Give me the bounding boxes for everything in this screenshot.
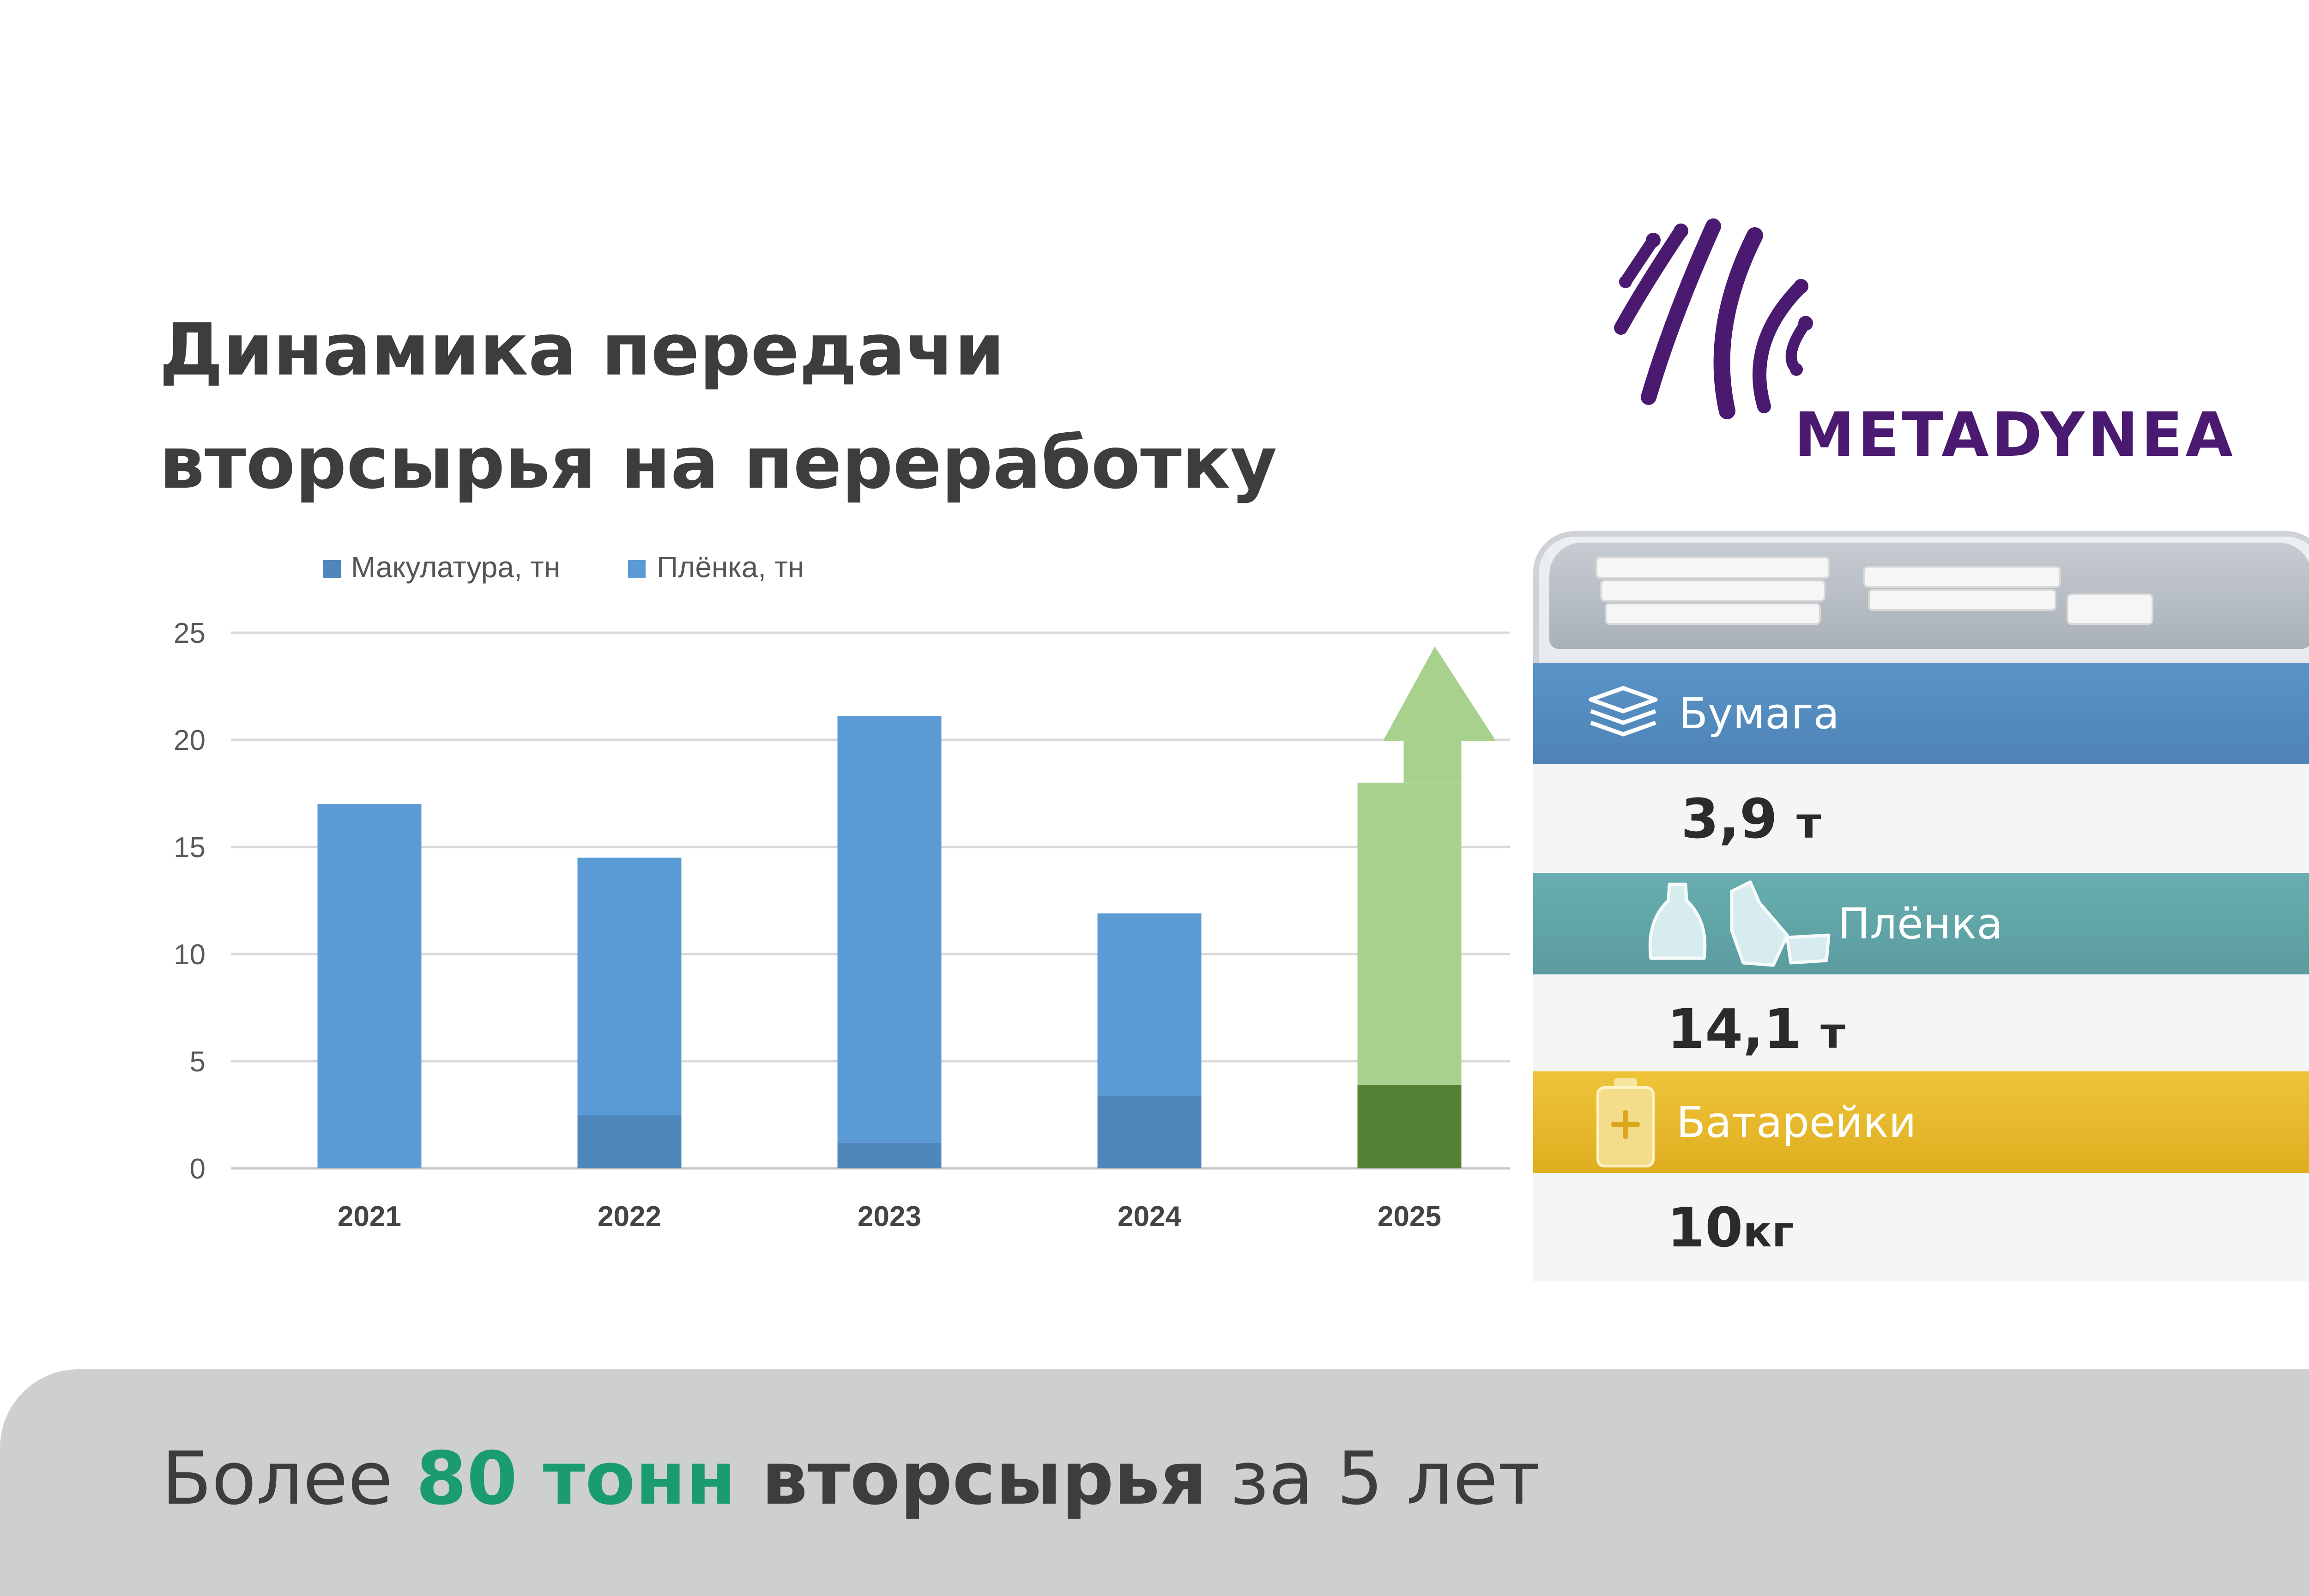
bar-makulatura-2023	[837, 1143, 942, 1168]
footer-banner: Более 80 тонн вторсырья за 5 лет	[0, 1369, 2309, 1596]
bar-plenka-2022	[577, 858, 682, 1115]
footer-prefix: Более	[162, 1436, 416, 1521]
bin-value-film: 14,1 т	[1667, 997, 1845, 1061]
bar-plenka-2024	[1097, 913, 1202, 1096]
battery-icon	[1596, 1078, 1655, 1167]
legend-swatch-plenka	[628, 560, 646, 578]
paper-sheet	[1600, 580, 1825, 602]
footer-highlight: 80 тонн	[416, 1436, 737, 1521]
metadynea-logo: METADYNEA	[1607, 217, 2300, 476]
title-line-2: вторсырья на переработку	[159, 421, 1277, 505]
bin-band-paper: Бумага	[1533, 663, 2309, 764]
x-tick-label: 2021	[338, 1201, 401, 1233]
paper-sheet	[2067, 593, 2153, 625]
y-tick-label: 25	[174, 617, 206, 649]
growth-arrow-icon	[1357, 646, 1496, 783]
bar-makulatura-2022	[577, 1115, 682, 1168]
legend-swatch-makulatura	[323, 560, 341, 578]
paper-sheet	[1863, 566, 2061, 588]
footer-text: Более 80 тонн вторсырья за 5 лет	[162, 1436, 1541, 1521]
y-tick-label: 0	[190, 1153, 206, 1185]
paper-stack-icon	[1589, 686, 1658, 737]
paper-sheet	[1868, 589, 2056, 611]
bar-plenka-2025	[1357, 782, 1462, 1085]
paper-sheet	[1596, 556, 1830, 579]
bin-label-batteries: Батарейки	[1676, 1097, 1916, 1147]
y-tick-label: 20	[174, 725, 206, 756]
y-tick-label: 15	[174, 832, 206, 864]
bar-makulatura-2025	[1357, 1085, 1462, 1168]
bin-value-row-film: 14,1 т	[1533, 974, 2309, 1083]
y-tick-label: 5	[190, 1046, 206, 1078]
x-tick-label: 2024	[1118, 1201, 1181, 1233]
bar-plenka-2021	[317, 804, 422, 1168]
page-title: Динамика передачи вторсырья на переработ…	[159, 293, 1277, 520]
bar-plenka-2023	[837, 716, 942, 1143]
bin-band-film: Плёнка	[1533, 873, 2309, 974]
footer-suffix: за 5 лет	[1207, 1436, 1541, 1521]
legend-label-makulatura: Макулатура, тн	[351, 550, 560, 584]
bin-band-batteries: Батарейки	[1533, 1071, 2309, 1173]
x-tick-label: 2022	[598, 1201, 661, 1233]
footer-bold: вторсырья	[736, 1436, 1207, 1521]
bin-label-paper: Бумага	[1679, 689, 1840, 738]
bin-opening	[1549, 543, 2309, 649]
logo-text: METADYNEA	[1794, 399, 2236, 471]
legend-label-plenka: Плёнка, тн	[657, 550, 804, 584]
x-tick-label: 2023	[858, 1201, 921, 1233]
bin-value-paper: 3,9 т	[1681, 786, 1821, 851]
plastic-bottle-icon	[1648, 880, 1831, 967]
title-line-1: Динамика передачи	[159, 308, 1005, 392]
paper-sheet	[1605, 603, 1821, 625]
logo-mark-icon	[1614, 218, 1813, 419]
x-tick-label: 2025	[1378, 1201, 1441, 1233]
bin-value-row-batteries: 10кг	[1533, 1173, 2309, 1282]
bar-makulatura-2024	[1097, 1095, 1202, 1168]
bin-label-film: Плёнка	[1838, 899, 2003, 949]
chart-legend: Макулатура, тн Плёнка, тн	[323, 550, 804, 584]
bin-value-batteries: 10кг	[1667, 1195, 1794, 1259]
bin-value-row-paper: 3,9 т	[1533, 764, 2309, 873]
y-tick-label: 10	[174, 939, 206, 971]
recycling-bin-illustration: Бумага 3,9 т Плёнка 14,1 т Батарейки	[1533, 531, 2309, 1282]
